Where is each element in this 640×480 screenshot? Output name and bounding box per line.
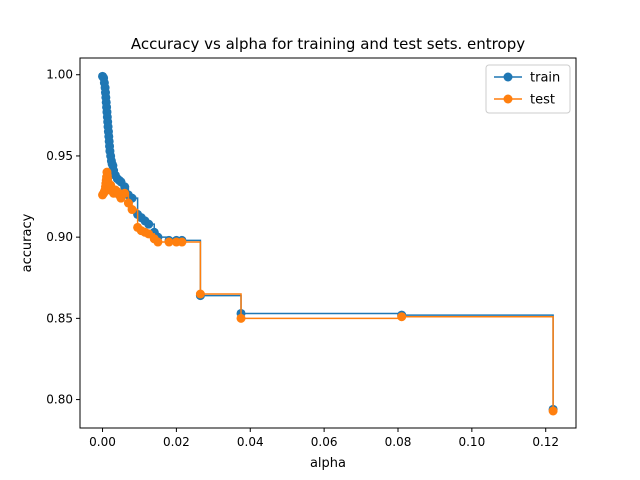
data-point-test [153, 237, 163, 247]
y-tick-label: 0.85 [46, 311, 73, 325]
x-axis-label: alpha [310, 456, 346, 471]
plot-frame [79, 57, 577, 429]
y-axis: 0.80 0.85 0.90 0.95 1.00 [46, 68, 80, 407]
data-point-train [144, 219, 154, 229]
data-point-test [548, 406, 558, 416]
data-point-test [120, 188, 130, 198]
x-axis: 0.00 0.02 0.04 0.06 0.08 0.10 0.12 [89, 428, 559, 449]
legend: train test [485, 64, 571, 114]
data-point-test [177, 237, 187, 247]
y-tick-label: 0.80 [46, 393, 73, 407]
legend-label-train: train [530, 71, 560, 86]
x-tick-label: 0.10 [458, 435, 485, 449]
data-point-test [164, 237, 174, 247]
x-tick-label: 0.06 [311, 435, 338, 449]
y-axis-label: accuracy [20, 213, 35, 272]
legend-label-test: test [530, 93, 555, 108]
data-point-train [120, 182, 130, 192]
x-tick-label: 0.00 [89, 435, 116, 449]
legend-marker-test [503, 94, 513, 104]
chart-title: Accuracy vs alpha for training and test … [131, 35, 525, 53]
y-tick-label: 0.95 [46, 149, 73, 163]
series-layer [98, 71, 558, 416]
data-point-test [236, 313, 246, 323]
data-point-test [397, 312, 407, 322]
x-tick-label: 0.08 [385, 435, 412, 449]
x-tick-label: 0.02 [163, 435, 190, 449]
y-tick-label: 0.90 [46, 230, 73, 244]
data-point-test [195, 289, 205, 299]
x-tick-label: 0.04 [237, 435, 264, 449]
y-tick-label: 1.00 [46, 68, 73, 82]
legend-marker-train [503, 72, 513, 82]
x-tick-label: 0.12 [532, 435, 559, 449]
data-point-test [127, 205, 137, 215]
